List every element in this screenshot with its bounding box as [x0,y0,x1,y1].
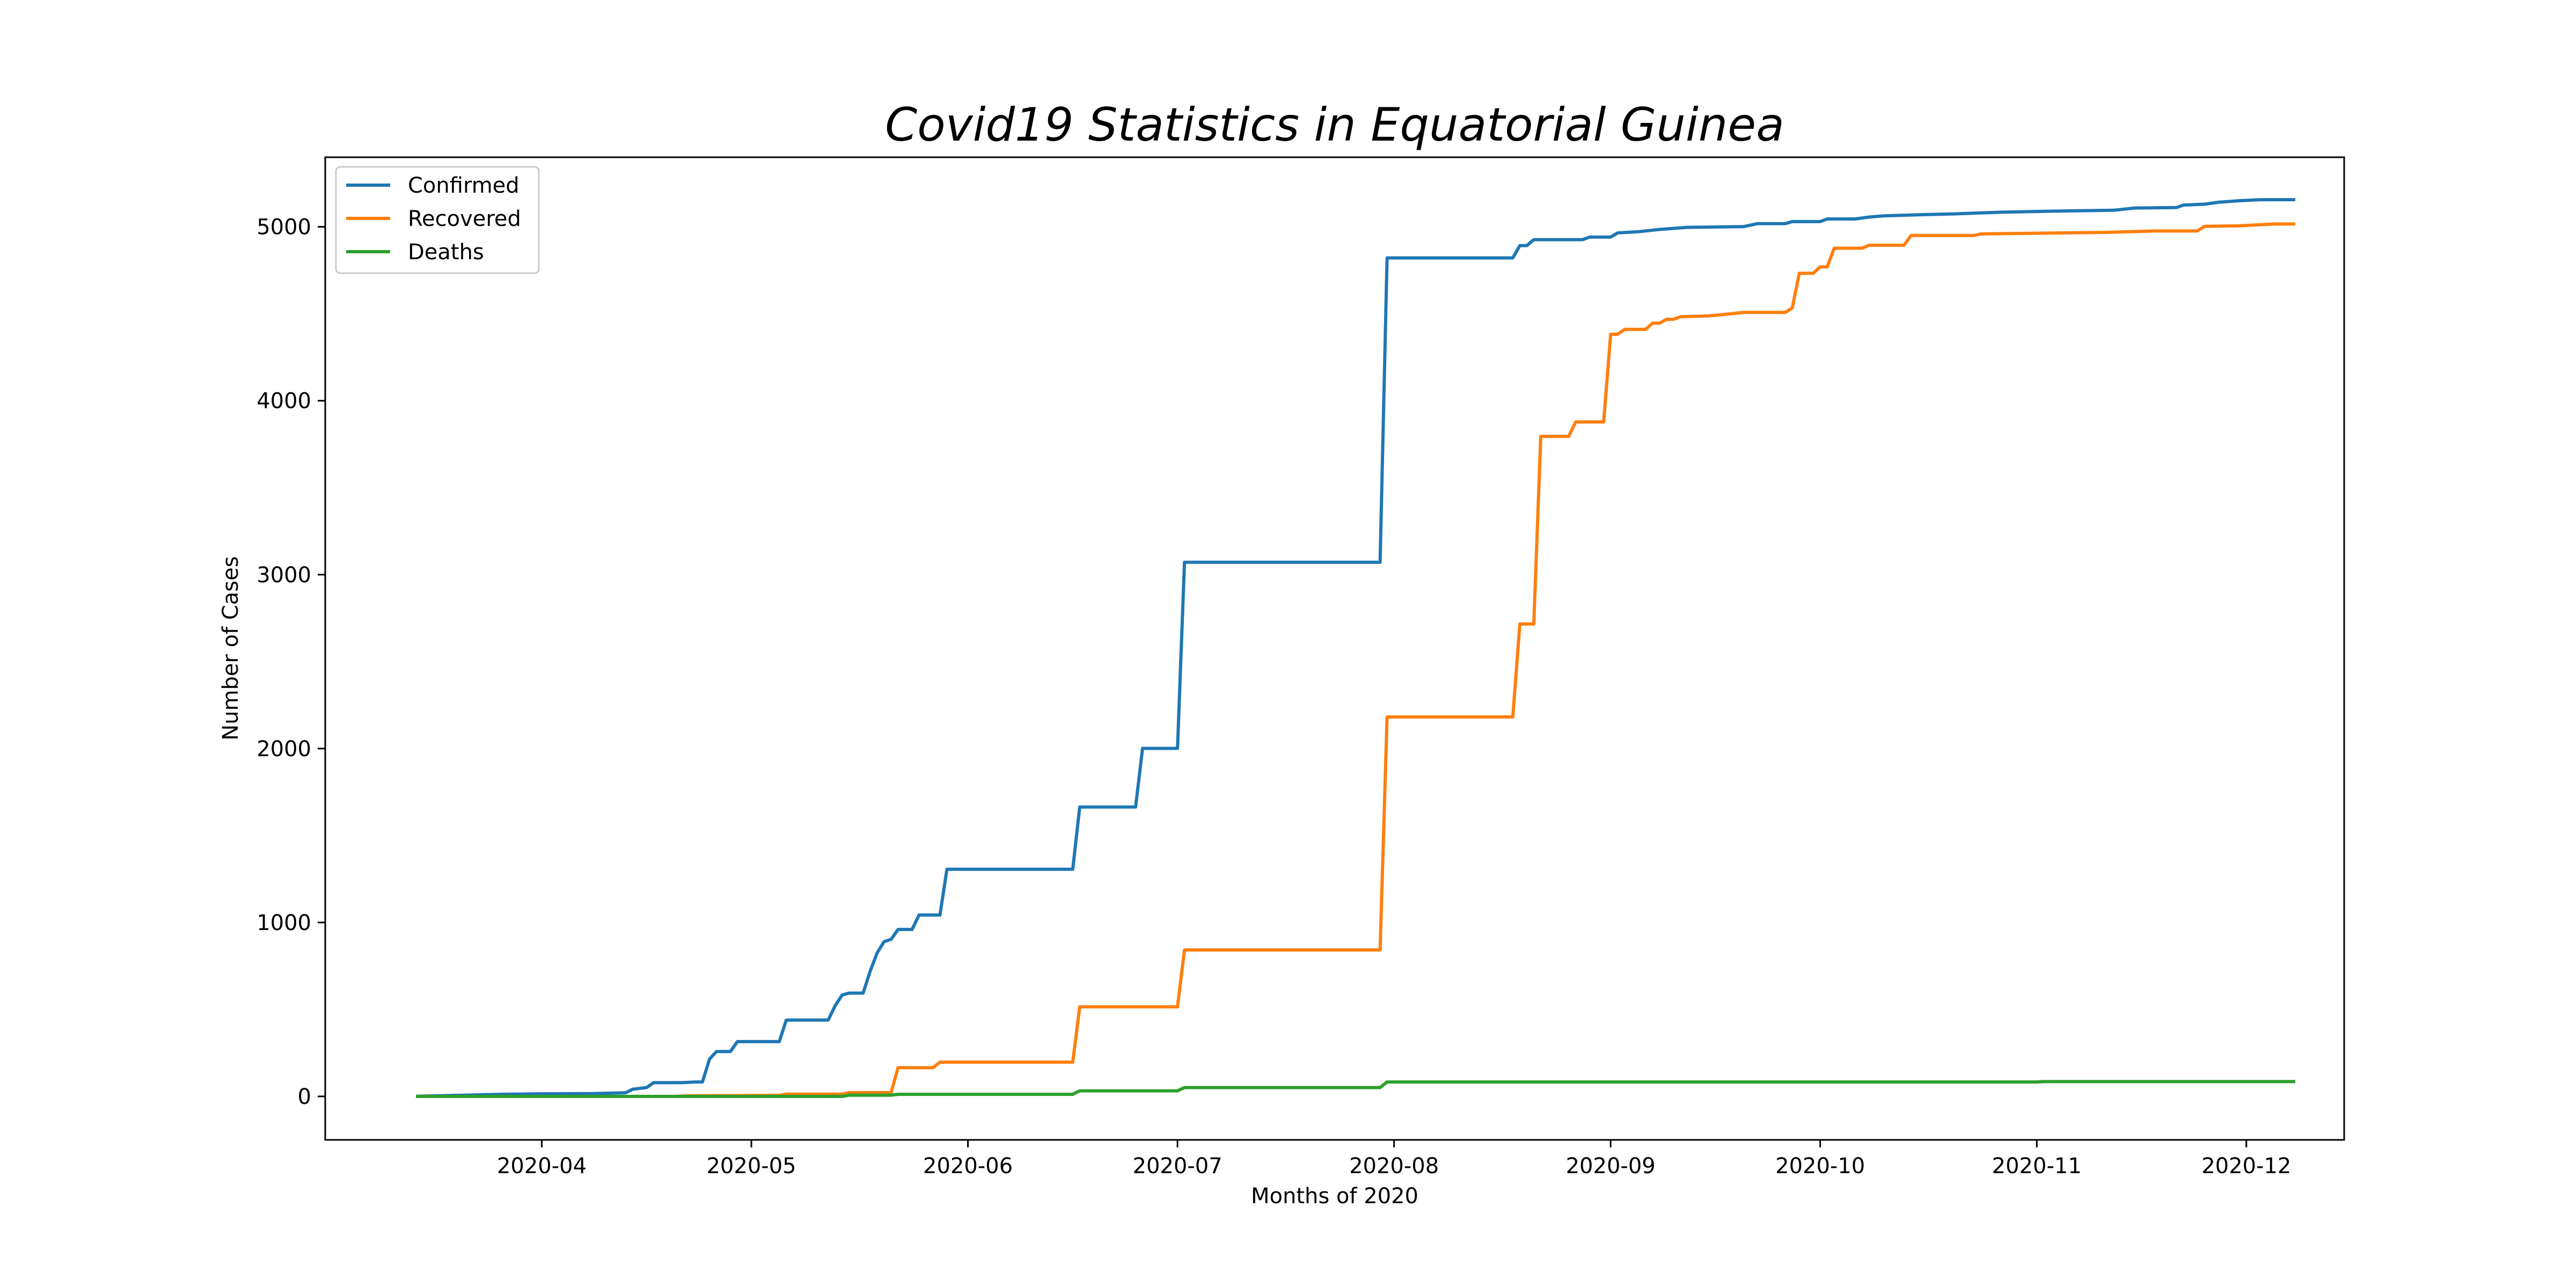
x-tick-label: 2020-11 [1992,1154,2082,1179]
legend-label-deaths: Deaths [408,240,484,265]
y-tick-label: 1000 [257,911,311,935]
x-tick-label: 2020-09 [1566,1154,1656,1179]
legend-label-recovered: Recovered [408,207,521,231]
x-axis: 2020-04 2020-05 2020-06 2020-07 2020-08 2020-… [497,1140,2291,1179]
y-tick-label: 0 [298,1085,311,1109]
x-tick-label: 2020-04 [497,1154,587,1179]
x-tick-label: 2020-10 [1775,1154,1865,1179]
x-tick-label: 2020-07 [1133,1154,1223,1179]
y-tick-label: 4000 [257,389,311,414]
legend: Confirmed Recovered Deaths [335,166,540,274]
series-line-recovered [416,222,2295,1098]
y-axis: 0 1000 2000 3000 4000 5000 [257,215,325,1109]
y-tick-label: 2000 [257,737,311,762]
y-tick-label: 5000 [257,215,311,240]
y-axis-label: Number of Cases [218,556,243,740]
chart-title: Covid19 Statistics in Equatorial Guinea [885,98,1784,152]
x-tick-label: 2020-12 [2201,1154,2291,1179]
x-tick-label: 2020-06 [923,1154,1013,1179]
x-tick-label: 2020-08 [1349,1154,1439,1179]
legend-box [335,166,540,274]
series-layer [416,198,2295,1098]
x-tick-label: 2020-05 [706,1154,796,1179]
legend-label-confirmed: Confirmed [408,173,519,198]
y-tick-label: 3000 [257,563,311,588]
x-axis-label: Months of 2020 [1251,1184,1418,1209]
series-line-confirmed [416,198,2295,1098]
series-line-deaths [416,1080,2295,1098]
plot-area-frame [324,156,2345,1141]
